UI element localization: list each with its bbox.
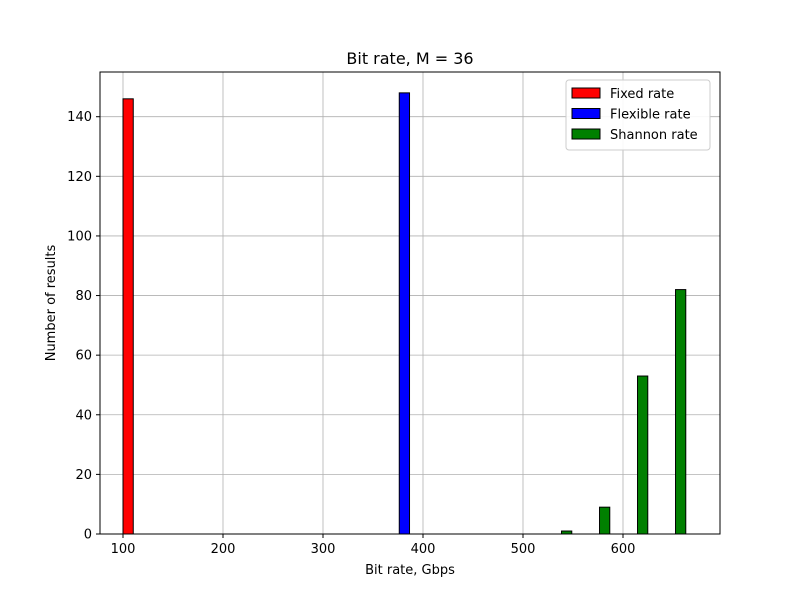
x-tick-label: 200 — [211, 542, 236, 557]
y-tick-label: 120 — [67, 170, 92, 185]
x-tick-label: 600 — [611, 542, 636, 557]
y-tick-label: 80 — [75, 289, 92, 304]
bar-shannon-rate — [637, 375, 649, 535]
x-tick-label: 500 — [511, 542, 536, 557]
legend-box — [565, 79, 711, 151]
y-tick-label: 0 — [84, 528, 92, 543]
bar-shannon-rate — [599, 506, 611, 535]
y-tick-label: 60 — [75, 349, 92, 364]
y-tick-label: 40 — [75, 408, 92, 423]
chart-title: Bit rate, M = 36 — [346, 49, 473, 68]
legend-label-fixed-rate: Fixed rate — [610, 87, 674, 102]
y-tick-label: 100 — [67, 229, 92, 244]
legend-swatch-fixed-rate — [571, 87, 601, 99]
legend-label-flexible-rate: Flexible rate — [610, 108, 691, 123]
y-axis-label: Number of results — [44, 244, 59, 361]
legend: Fixed rate Flexible rate Shannon rate — [565, 79, 711, 151]
x-tick-label: 400 — [411, 542, 436, 557]
bar-fixed-rate — [122, 98, 134, 535]
x-tick-label: 100 — [111, 542, 136, 557]
plot-frame — [99, 71, 721, 535]
legend-swatch-shannon-rate — [571, 128, 601, 140]
x-axis-ticks: 100 200 300 400 500 600 — [111, 534, 636, 557]
bar-shannon-rate — [675, 289, 687, 535]
x-axis-label: Bit rate, Gbps — [365, 563, 455, 578]
x-tick-label: 300 — [311, 542, 336, 557]
y-tick-label: 20 — [75, 468, 92, 483]
y-tick-label: 140 — [67, 110, 92, 125]
bars — [122, 92, 687, 535]
bar-flexible-rate — [398, 92, 411, 535]
legend-swatch-flexible-rate — [571, 108, 601, 119]
y-axis-ticks: 0 20 40 60 80 100 120 140 — [67, 110, 100, 543]
legend-label-shannon-rate: Shannon rate — [610, 128, 698, 143]
